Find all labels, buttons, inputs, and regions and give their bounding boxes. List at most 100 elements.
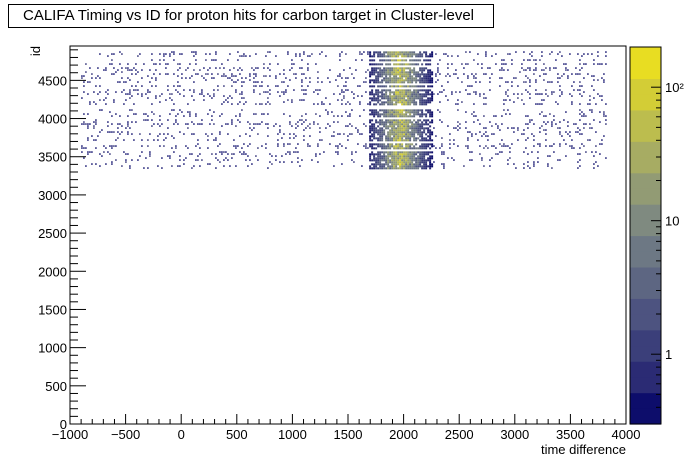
heatmap-cell (383, 51, 386, 54)
heatmap-cell (125, 153, 127, 155)
heatmap-cell (425, 123, 428, 126)
heatmap-cell (215, 137, 217, 139)
heatmap-cell (417, 137, 420, 140)
heatmap-cell (393, 85, 396, 88)
heatmap-cell (173, 51, 175, 53)
heatmap-cell (81, 97, 83, 99)
heatmap-cell (355, 59, 357, 61)
heatmap-cell (485, 55, 487, 57)
heatmap-cell (179, 109, 181, 111)
heatmap-cell (493, 145, 495, 147)
heatmap-cell (581, 67, 583, 69)
heatmap-cell (455, 73, 457, 75)
heatmap-cell (377, 133, 380, 136)
heatmap-cell (383, 131, 386, 134)
y-tick-label: 2500 (38, 226, 67, 241)
heatmap-cell (399, 115, 402, 118)
heatmap-cell (443, 165, 445, 167)
heatmap-cell (423, 73, 426, 76)
heatmap-cell (541, 69, 543, 71)
heatmap-cell (127, 123, 129, 125)
heatmap-cell (311, 159, 313, 161)
heatmap-cell (375, 127, 378, 130)
heatmap-cell (423, 129, 426, 132)
x-tick-label: −500 (111, 427, 140, 442)
heatmap-cell (417, 73, 420, 76)
heatmap-cell (379, 73, 382, 76)
heatmap-cell (427, 139, 430, 142)
heatmap-cell (389, 51, 392, 54)
heatmap-cell (377, 143, 380, 146)
heatmap-cell (579, 63, 581, 65)
heatmap-cell (415, 53, 418, 56)
heatmap-cell (399, 123, 402, 126)
heatmap-cell (93, 127, 95, 129)
heatmap-cell (411, 85, 414, 88)
heatmap-cell (413, 103, 416, 106)
heatmap-cell (441, 151, 443, 153)
heatmap-cell (289, 143, 291, 145)
colorbar-swatch (630, 329, 661, 347)
heatmap-cell (437, 93, 439, 95)
heatmap-cell (395, 67, 398, 70)
heatmap-cell (411, 77, 414, 80)
heatmap-cell (119, 51, 121, 53)
heatmap-cell (293, 89, 295, 91)
heatmap-cell (307, 143, 309, 145)
heatmap-cell (411, 161, 414, 164)
heatmap-cell (373, 167, 376, 170)
heatmap-cell (423, 101, 426, 104)
heatmap-cell (401, 143, 404, 146)
heatmap-cell (421, 101, 424, 104)
heatmap-cell (155, 63, 157, 65)
heatmap-cell (119, 63, 121, 65)
heatmap-cell (329, 103, 331, 105)
heatmap-cell (109, 153, 111, 155)
heatmap-cell (129, 89, 131, 91)
heatmap-cell (393, 97, 396, 100)
heatmap-cell (403, 157, 406, 160)
heatmap-cell (379, 109, 382, 112)
heatmap-cell (427, 119, 430, 122)
heatmap-cell (409, 127, 412, 130)
heatmap-cell (527, 59, 529, 61)
heatmap-cell (499, 151, 501, 153)
heatmap-cell (361, 53, 363, 55)
heatmap-cell (569, 145, 571, 147)
heatmap-cell (409, 51, 412, 54)
heatmap-cell (501, 139, 503, 141)
heatmap-cell (389, 95, 392, 98)
heatmap-cell (309, 135, 311, 137)
colorbar-swatch (630, 361, 661, 378)
heatmap-cell (401, 101, 404, 104)
heatmap-cell (299, 53, 301, 55)
heatmap-cell (419, 77, 422, 80)
heatmap-cell (583, 77, 585, 79)
heatmap-cell (207, 139, 209, 141)
heatmap-cell (421, 123, 424, 126)
heatmap-cell (427, 97, 430, 100)
heatmap-cell (505, 91, 507, 93)
heatmap-cell (153, 139, 155, 141)
heatmap-cell (91, 151, 93, 153)
heatmap-cell (335, 145, 337, 147)
heatmap-cell (597, 79, 599, 81)
heatmap-cell (593, 79, 595, 81)
heatmap-cell (411, 125, 414, 128)
heatmap-cell (401, 93, 404, 96)
heatmap-cell (157, 123, 159, 125)
heatmap-cell (599, 95, 601, 97)
heatmap-cell (491, 73, 493, 75)
heatmap-cell (93, 91, 95, 93)
heatmap-cell (477, 53, 479, 55)
heatmap-cell (405, 109, 408, 112)
heatmap-cell (121, 67, 123, 69)
heatmap-cell (419, 115, 422, 118)
heatmap-cell (269, 69, 271, 71)
heatmap-cell (581, 55, 583, 57)
heatmap-cell (117, 69, 119, 71)
heatmap-cell (413, 115, 416, 118)
heatmap-cell (595, 131, 597, 133)
heatmap-cell (421, 143, 424, 146)
heatmap-cell (399, 163, 402, 166)
